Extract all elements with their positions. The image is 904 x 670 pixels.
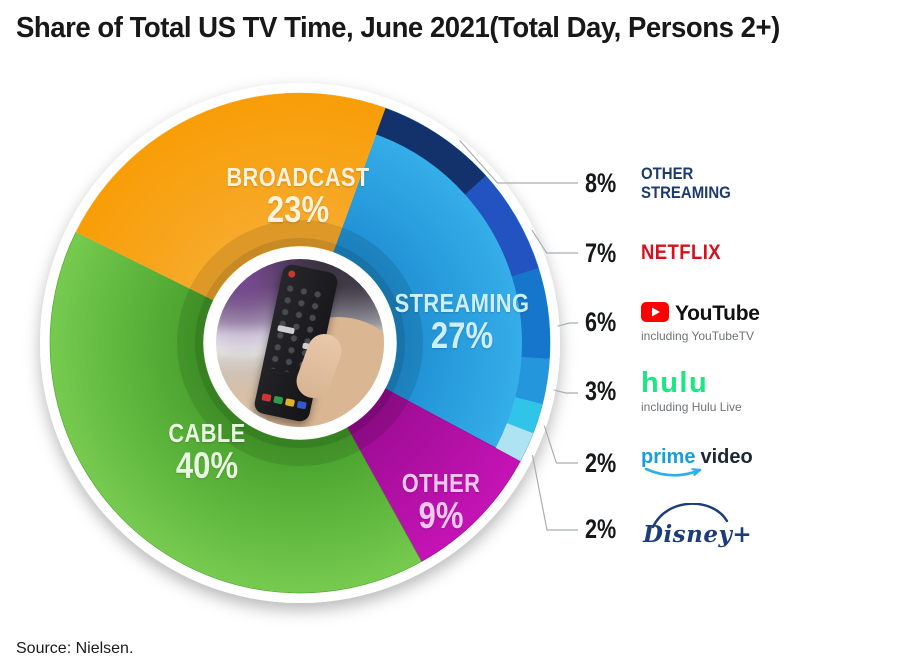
legend-pct: 2%: [585, 513, 617, 544]
legend-row-hulu: 3% hulu including Hulu Live: [585, 368, 742, 414]
youtube-logo: YouTube: [675, 302, 760, 325]
legend-row-netflix: 7% NETFLIX: [585, 230, 732, 276]
slice-label-broadcast: BROADCAST 23%: [226, 164, 369, 228]
legend-pct: 2%: [585, 447, 617, 478]
hulu-logo: hulu: [641, 366, 709, 399]
remote-red-button: [261, 393, 272, 402]
disney-arc-icon: [651, 503, 729, 529]
prime-word: prime: [641, 446, 696, 468]
prime-smile-arrow-icon: [644, 467, 702, 477]
youtube-note: including YouTubeTV: [641, 328, 754, 343]
slice-value: 27%: [430, 314, 494, 356]
netflix-logo: NETFLIX: [641, 241, 722, 264]
video-word: video: [700, 446, 753, 468]
slice-label-streaming: STREAMING 27%: [395, 290, 530, 354]
legend-pct: 6%: [585, 306, 617, 337]
disney-text: Disney+: [643, 521, 753, 548]
slice-label-other: OTHER 9%: [402, 470, 481, 534]
slice-name: STREAMING: [394, 287, 530, 318]
source-note: Source: Nielsen.: [16, 640, 134, 657]
slice-value: 9%: [418, 494, 464, 536]
legend-pct: 8%: [585, 167, 617, 198]
legend-pct: 7%: [585, 237, 617, 268]
legend-row-prime-video: 2% prime video: [585, 440, 753, 486]
youtube-play-icon: [641, 301, 669, 327]
slice-label-cable: CABLE 40%: [168, 420, 245, 484]
legend-pct: 3%: [585, 375, 617, 406]
remote-power-button: [287, 269, 296, 279]
brand-other-streaming: OTHER STREAMING: [641, 163, 731, 202]
slice-name: CABLE: [168, 417, 246, 448]
center-photo-remote: [216, 259, 384, 427]
slice-value: 40%: [175, 444, 239, 486]
legend-row-other-streaming: 8% OTHER STREAMING: [585, 160, 743, 206]
slice-name: BROADCAST: [226, 161, 370, 192]
remote-yellow-button: [284, 398, 296, 407]
disney-plus-logo: Disney+: [641, 503, 753, 551]
hulu-note: including Hulu Live: [641, 399, 742, 414]
slice-value: 23%: [266, 188, 330, 230]
prime-video-logo: prime video: [641, 446, 753, 469]
remote-blue-button: [296, 400, 307, 410]
slice-name: OTHER: [401, 467, 481, 498]
legend-row-disney-plus: 2% Disney+: [585, 503, 753, 552]
legend-row-youtube: 6% YouTube including YouTubeTV: [585, 299, 760, 345]
chart-title: Share of Total US TV Time, June 2021(Tot…: [16, 12, 780, 44]
remote-green-button: [273, 395, 284, 405]
